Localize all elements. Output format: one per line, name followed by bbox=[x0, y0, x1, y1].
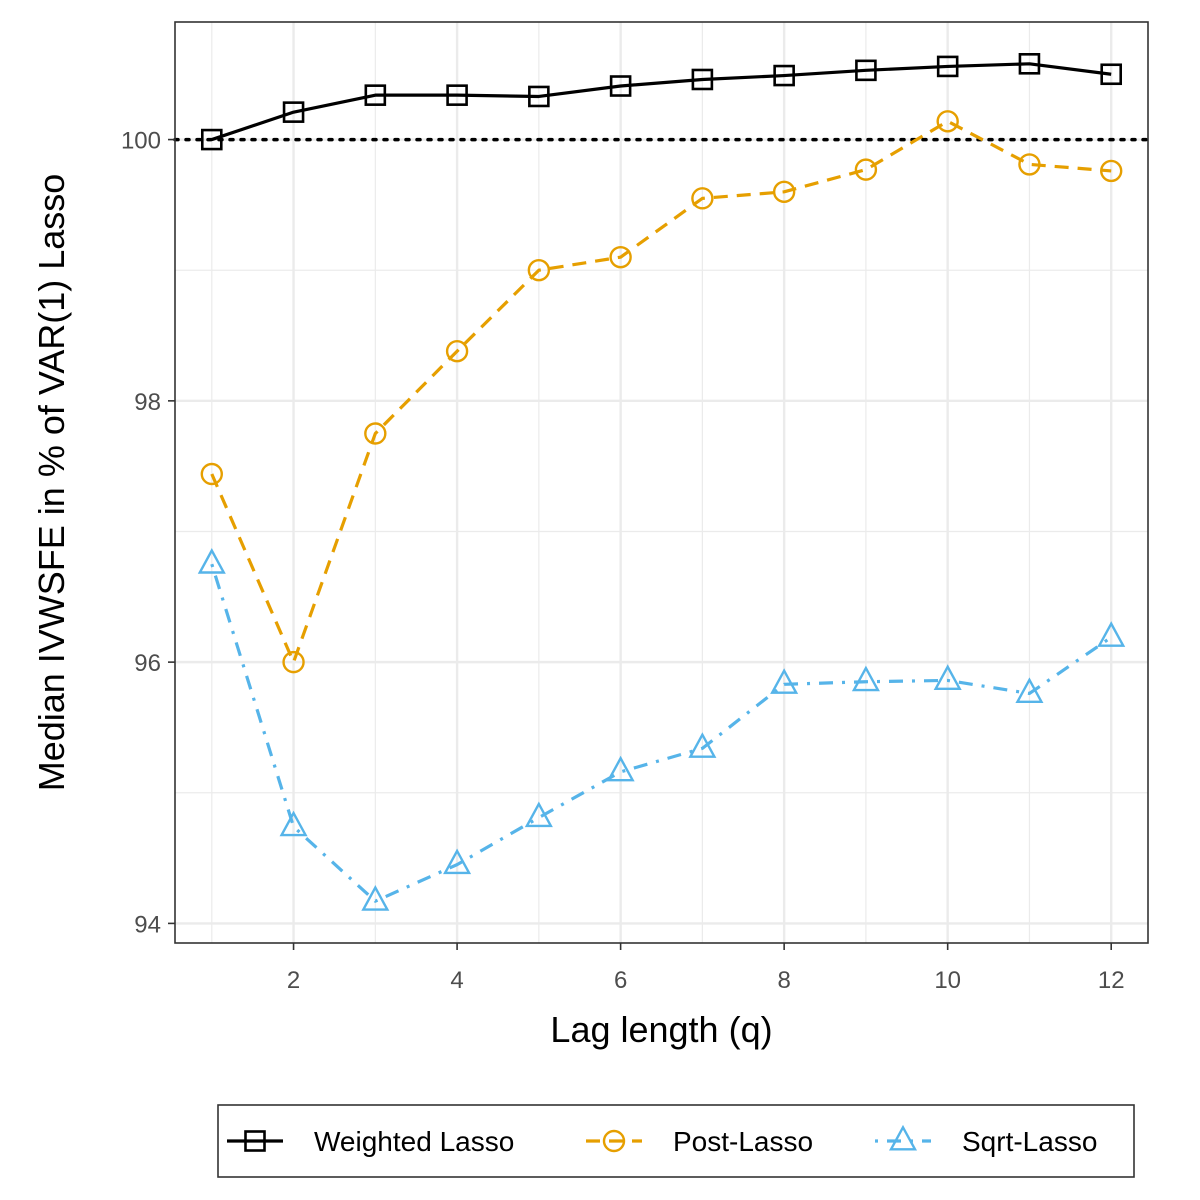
series-line-sqrt-lasso bbox=[210, 563, 1113, 903]
series-line-weighted-lasso bbox=[211, 62, 1112, 142]
x-tick-label: 6 bbox=[614, 967, 627, 994]
data-point-post-lasso bbox=[282, 650, 305, 674]
x-tick-label: 2 bbox=[287, 967, 300, 994]
legend-label: Post-Lasso bbox=[673, 1126, 813, 1157]
data-point-weighted-lasso bbox=[1018, 53, 1041, 75]
legend-item-sqrt-lasso: Sqrt-Lasso bbox=[875, 1124, 1097, 1157]
data-point-post-lasso bbox=[691, 187, 714, 210]
y-tick-label: 98 bbox=[134, 389, 161, 416]
data-point-weighted-lasso bbox=[446, 84, 468, 106]
data-point-weighted-lasso bbox=[936, 55, 959, 78]
legend-marker bbox=[888, 1124, 918, 1151]
x-tick-label: 8 bbox=[777, 967, 790, 994]
data-point-sqrt-lasso bbox=[1015, 677, 1044, 704]
y-axis-title: Median IVWSFE in % of VAR(1) Lasso bbox=[31, 174, 72, 792]
data-point-post-lasso bbox=[772, 180, 796, 204]
plot-panel-border bbox=[174, 21, 1149, 944]
y-axis: 94 96 98 100 bbox=[121, 128, 175, 938]
data-point-post-lasso bbox=[364, 422, 387, 445]
data-point-sqrt-lasso bbox=[933, 664, 962, 690]
data-point-sqrt-lasso bbox=[1097, 621, 1126, 647]
data-point-post-lasso bbox=[527, 259, 551, 282]
data-point-post-lasso bbox=[445, 340, 469, 363]
data-point-post-lasso bbox=[1018, 153, 1041, 176]
x-tick-label: 10 bbox=[934, 967, 961, 994]
major-gridlines bbox=[175, 22, 1148, 943]
legend-item-weighted-lasso: Weighted Lasso bbox=[227, 1126, 514, 1157]
data-point-sqrt-lasso bbox=[361, 885, 390, 911]
x-axis: 2 4 6 8 10 12 bbox=[287, 943, 1125, 994]
data-point-weighted-lasso bbox=[773, 64, 795, 87]
data-point-post-lasso bbox=[200, 462, 223, 486]
data-point-sqrt-lasso bbox=[851, 665, 880, 692]
legend-box bbox=[217, 1104, 1135, 1178]
x-tick-label: 12 bbox=[1098, 967, 1125, 994]
data-point-sqrt-lasso bbox=[524, 801, 553, 828]
legend-item-post-lasso: Post-Lasso bbox=[586, 1126, 813, 1157]
minor-gridlines bbox=[175, 22, 1148, 943]
data-point-weighted-lasso bbox=[200, 128, 223, 151]
legend-marker bbox=[244, 1130, 266, 1152]
data-point-sqrt-lasso bbox=[606, 755, 635, 782]
data-point-weighted-lasso bbox=[1100, 63, 1123, 86]
data-point-post-lasso bbox=[936, 110, 959, 133]
x-tick-label: 4 bbox=[450, 967, 463, 994]
data-point-sqrt-lasso bbox=[770, 668, 799, 694]
y-tick-label: 100 bbox=[121, 128, 161, 155]
legend-label: Sqrt-Lasso bbox=[962, 1126, 1097, 1157]
series-sqrt-lasso bbox=[197, 548, 1126, 911]
data-point-sqrt-lasso bbox=[197, 548, 226, 574]
data-point-post-lasso bbox=[609, 245, 632, 269]
x-axis-title: Lag length (q) bbox=[550, 1009, 772, 1050]
data-point-sqrt-lasso bbox=[443, 848, 472, 875]
data-point-weighted-lasso bbox=[282, 101, 305, 123]
data-point-weighted-lasso bbox=[609, 75, 632, 97]
data-point-post-lasso bbox=[1100, 159, 1123, 183]
data-point-sqrt-lasso bbox=[688, 732, 717, 758]
legend: Weighted Lasso Post-Lasso Sqrt-Lasso bbox=[217, 1104, 1135, 1178]
data-point-sqrt-lasso bbox=[279, 810, 308, 837]
data-point-weighted-lasso bbox=[691, 68, 714, 91]
data-point-post-lasso bbox=[854, 158, 878, 181]
series-weighted-lasso bbox=[200, 53, 1123, 151]
data-point-weighted-lasso bbox=[855, 59, 877, 82]
data-point-weighted-lasso bbox=[528, 85, 550, 108]
y-tick-label: 94 bbox=[134, 911, 161, 938]
data-point-weighted-lasso bbox=[364, 84, 387, 106]
series-post-lasso bbox=[200, 110, 1123, 674]
series-line-post-lasso bbox=[210, 119, 1112, 664]
legend-label: Weighted Lasso bbox=[314, 1126, 514, 1157]
legend-marker bbox=[602, 1129, 626, 1153]
y-tick-label: 96 bbox=[134, 650, 161, 677]
series-layer bbox=[197, 53, 1126, 911]
